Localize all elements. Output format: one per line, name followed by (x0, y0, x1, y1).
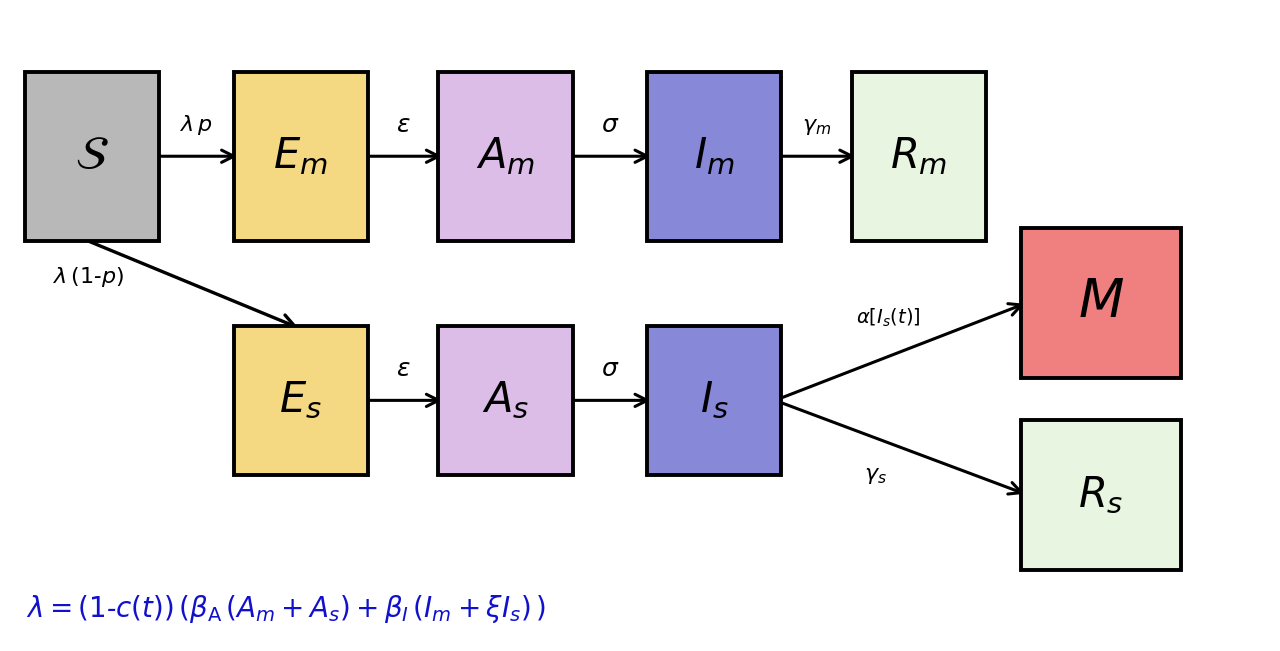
Text: $E_s$: $E_s$ (279, 380, 323, 421)
FancyBboxPatch shape (1021, 228, 1180, 378)
Text: $\lambda = (1$-$c(t))\,(\beta_{\mathrm{A}}\,(A_m + A_s) + \beta_I\,(I_m + \xi I_: $\lambda = (1$-$c(t))\,(\beta_{\mathrm{A… (26, 593, 545, 625)
Text: $\sigma$: $\sigma$ (600, 358, 620, 381)
Text: $\mathcal{S}$: $\mathcal{S}$ (76, 133, 109, 179)
FancyBboxPatch shape (24, 72, 159, 241)
FancyBboxPatch shape (438, 72, 573, 241)
Text: $I_m$: $I_m$ (694, 135, 735, 177)
FancyBboxPatch shape (233, 72, 369, 241)
Text: $\varepsilon$: $\varepsilon$ (396, 358, 411, 381)
Text: $\gamma_m$: $\gamma_m$ (803, 115, 831, 137)
Text: $\alpha[I_s(t)]$: $\alpha[I_s(t)]$ (856, 307, 920, 329)
Text: $\sigma$: $\sigma$ (600, 114, 620, 137)
Text: $I_s$: $I_s$ (700, 380, 728, 421)
FancyBboxPatch shape (233, 326, 369, 475)
FancyBboxPatch shape (438, 326, 573, 475)
Text: $\varepsilon$: $\varepsilon$ (396, 114, 411, 137)
Text: $M$: $M$ (1078, 277, 1124, 328)
Text: $E_m$: $E_m$ (274, 135, 328, 177)
Text: $\lambda\,(1$-$p)$: $\lambda\,(1$-$p)$ (52, 265, 123, 288)
FancyBboxPatch shape (648, 326, 781, 475)
Text: $A_s$: $A_s$ (483, 380, 529, 421)
Text: $A_m$: $A_m$ (476, 135, 535, 177)
FancyBboxPatch shape (648, 72, 781, 241)
Text: $R_m$: $R_m$ (891, 135, 947, 177)
Text: $\gamma_s$: $\gamma_s$ (864, 464, 887, 486)
Text: $\lambda\, p$: $\lambda\, p$ (180, 113, 212, 137)
FancyBboxPatch shape (852, 72, 987, 241)
FancyBboxPatch shape (1021, 420, 1180, 570)
Text: $R_s$: $R_s$ (1078, 474, 1124, 516)
